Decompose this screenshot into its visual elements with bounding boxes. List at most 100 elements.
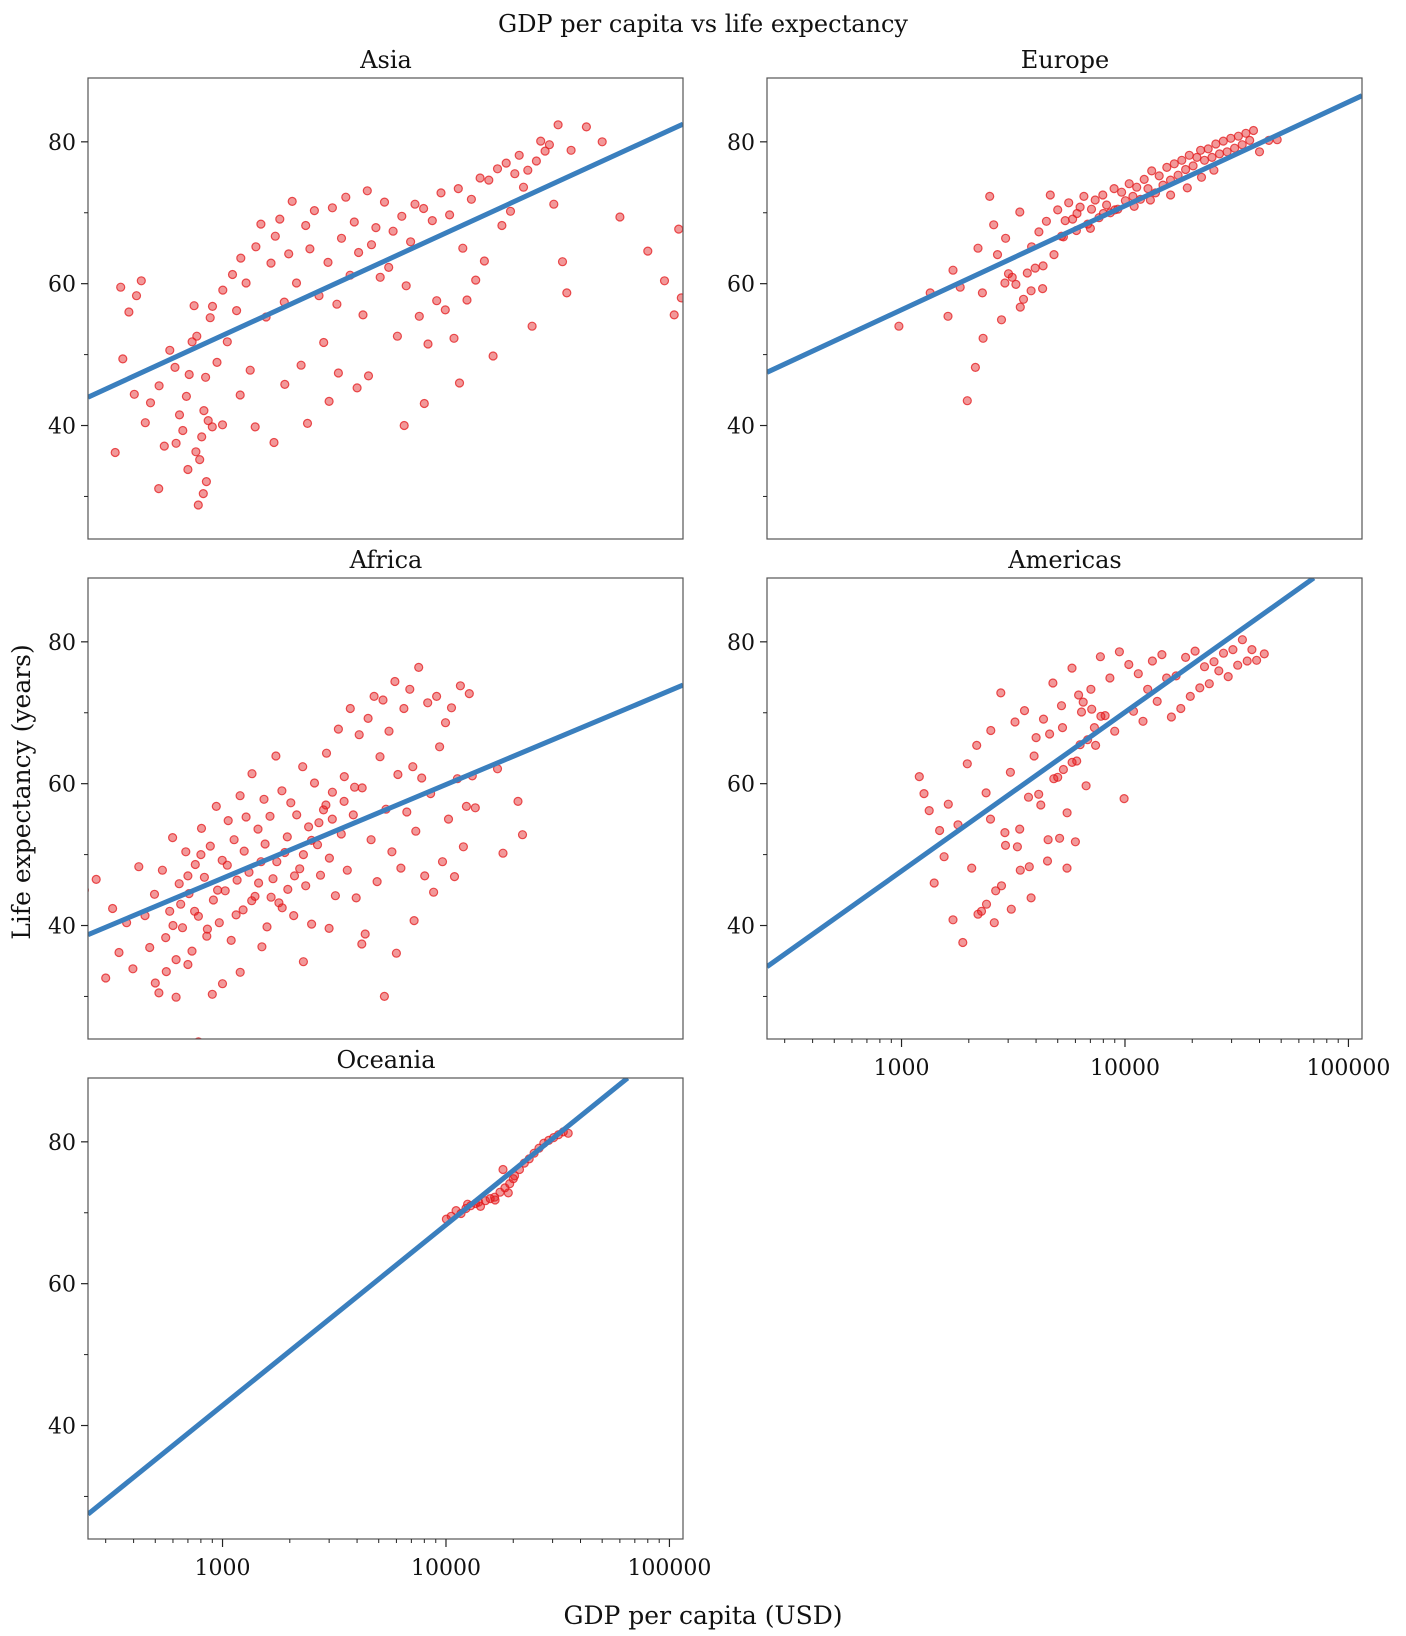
data-point [996,688,1006,698]
data-point [1195,145,1206,155]
data-point [168,832,178,843]
data-point [562,288,572,298]
data-point [462,295,472,305]
data-point [458,842,468,852]
data-point [260,839,270,849]
trend-line [88,121,683,400]
data-point [1000,278,1010,288]
data-point [296,360,306,370]
data-point [1073,690,1084,700]
data-point [419,203,429,214]
data-point [497,220,507,231]
data-point [498,848,508,858]
data-point [1154,171,1164,181]
data-point [191,447,201,457]
data-point [989,918,999,928]
data-point [363,371,374,381]
data-point [301,220,311,231]
data-point [1064,198,1074,208]
data-point [1242,656,1252,666]
data-point [479,256,489,266]
data-point [236,253,246,263]
data-point [323,257,333,267]
data-point [289,910,299,921]
data-point [409,915,419,926]
data-point [154,381,164,391]
data-point [503,1188,513,1198]
data-point [202,931,212,941]
data-point [1196,172,1207,182]
data-point [181,391,191,401]
data-point [388,226,398,236]
data-point [207,301,218,311]
data-point [128,964,138,974]
data-point [354,730,364,740]
trend-line [88,682,683,938]
data-point [1057,722,1068,733]
data-point [1000,827,1010,838]
data-point [174,410,185,420]
y-axis-europe: 40 60 80 [727,131,767,497]
data-point [1138,716,1148,726]
data-point [1165,190,1176,200]
data-point [235,791,245,801]
data-point [1015,865,1025,875]
data-point [1098,190,1108,200]
data-point [436,188,446,198]
data-point [1086,684,1096,694]
data-point [1049,250,1059,260]
data-point [1038,261,1048,271]
x-tick-label: 100000 [1306,1056,1390,1081]
data-point [480,1196,490,1206]
data-point [277,786,287,796]
data-point [350,782,360,792]
data-point [563,1128,573,1138]
trend-line [767,93,1362,375]
data-point [178,425,188,436]
data-point [129,389,139,399]
data-point [318,805,329,815]
data-point [1147,656,1158,666]
data-point [176,899,186,909]
data-point [165,345,175,355]
data-point [203,416,213,426]
data-point [235,967,245,977]
data-point [445,210,455,220]
data-point [967,863,977,873]
data-point [429,887,439,897]
data-point [1062,808,1072,818]
data-point [157,865,167,875]
data-point [165,906,175,916]
data-point [199,406,209,416]
data-point [393,769,403,780]
data-point [231,910,241,920]
data-point [327,787,337,797]
data-point [1037,284,1048,294]
panel-frame [766,577,1363,1040]
panel-oceania: Oceania 40 60 80 1000 10000 100000 [48,1046,711,1581]
data-point [354,247,364,258]
y-tick-label: 60 [48,273,76,298]
y-axis-africa: 40 60 80 [48,631,88,997]
data-point [406,237,416,247]
data-point [198,489,208,499]
data-point [1072,208,1082,219]
data-point [1011,279,1021,289]
data-point [410,199,420,209]
data-point [254,878,264,888]
data-point [989,220,999,230]
data-point [488,351,498,361]
data-point [540,146,550,156]
data-point [454,378,465,388]
y-tick-label: 60 [727,273,755,298]
data-point [948,265,958,275]
panel-title-africa: Africa [349,546,423,574]
y-axis-oceania: 40 60 80 [48,1131,88,1497]
data-point [1045,190,1055,200]
data-point [1090,740,1101,751]
plot-area-africa [88,662,683,1039]
data-point [196,849,206,860]
data-point [241,278,251,288]
data-point [1152,696,1162,707]
data-point [420,871,430,881]
